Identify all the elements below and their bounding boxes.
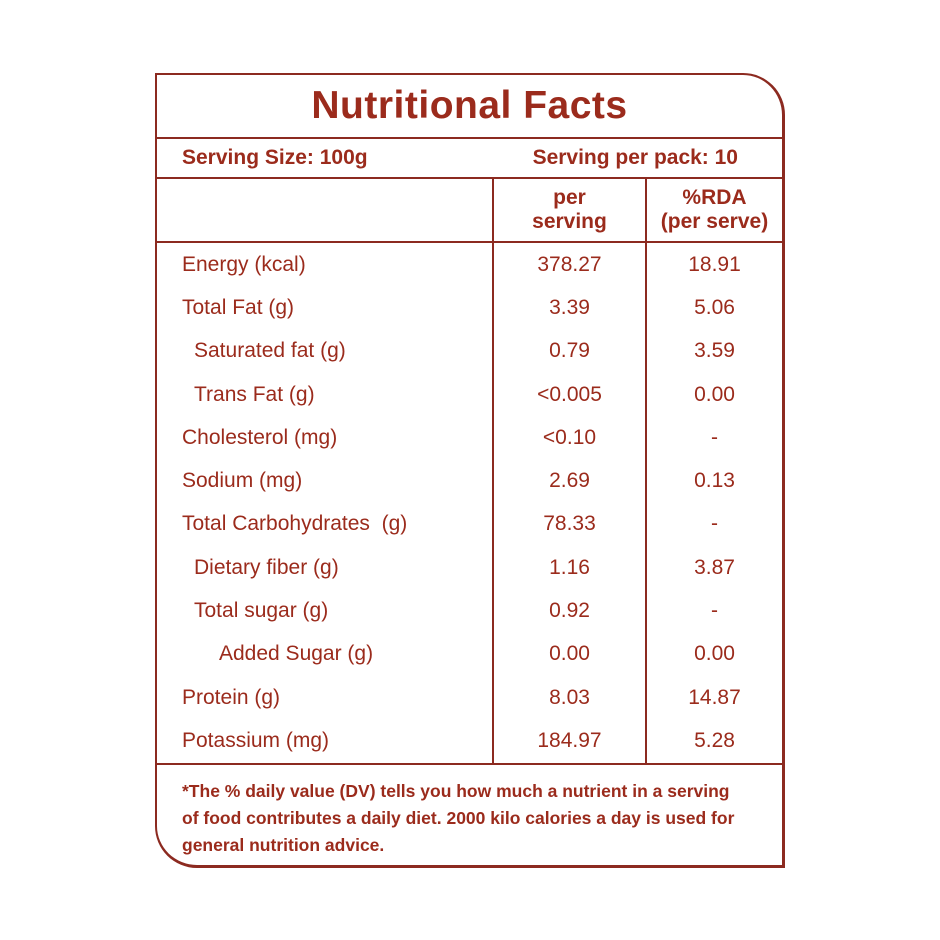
per-serving-header-line1: per <box>553 186 586 209</box>
rda-value: 0.00 <box>645 372 782 417</box>
footnote-line: of food contributes a daily diet. 2000 k… <box>182 808 735 828</box>
column-header-row: per serving %RDA (per serve) <box>157 179 782 243</box>
nutrient-label: Sodium (mg) <box>182 469 303 493</box>
label-title: Nutritional Facts <box>311 84 628 127</box>
per-serving-value: 8.03 <box>492 675 645 720</box>
nutrient-label: Saturated fat (g) <box>194 339 346 363</box>
rda-value: 18.91 <box>645 243 782 287</box>
rda-value: 5.28 <box>645 719 782 763</box>
nutrient-label: Protein (g) <box>182 685 281 709</box>
per-serving-value: <0.10 <box>492 416 645 460</box>
per-serving-header-line2: serving <box>532 210 607 233</box>
per-serving-value: <0.005 <box>492 372 645 417</box>
per-serving-value: 3.39 <box>492 286 645 330</box>
per-serving-value: 0.79 <box>492 329 645 373</box>
rda-value: 14.87 <box>645 675 782 720</box>
per-serving-value: 2.69 <box>492 459 645 503</box>
nutrient-table-body: Energy (kcal) 378.27 18.91 Total Fat (g)… <box>157 243 782 765</box>
column-header-per-serving: per serving <box>492 179 645 241</box>
per-serving-value: 1.16 <box>492 546 645 590</box>
rda-value: - <box>645 589 782 633</box>
footnote: *The % daily value (DV) tells you how mu… <box>157 765 782 859</box>
serving-per-pack-text: Serving per pack: 10 <box>532 146 738 169</box>
rda-value: 0.00 <box>645 632 782 676</box>
nutrient-label: Total Fat (g) <box>182 295 295 319</box>
per-serving-value: 184.97 <box>492 719 645 763</box>
nutrient-label: Total Carbohydrates (g) <box>182 512 408 536</box>
per-serving-value: 78.33 <box>492 502 645 547</box>
serving-row: Serving Size: 100g Serving per pack: 10 <box>157 139 782 179</box>
footnote-line: *The % daily value (DV) tells you how mu… <box>182 781 730 801</box>
nutrient-label: Total sugar (g) <box>194 599 329 623</box>
rda-header-line2: (per serve) <box>660 210 769 233</box>
serving-size-text: Serving Size: 100g <box>182 146 368 169</box>
rda-value: 0.13 <box>645 459 782 503</box>
nutrient-label: Energy (kcal) <box>182 252 306 276</box>
footnote-line: general nutrition advice. <box>182 835 385 855</box>
per-serving-value: 0.00 <box>492 632 645 676</box>
nutrition-label: Nutritional Facts Serving Size: 100g Ser… <box>155 73 785 868</box>
column-header-rda: %RDA (per serve) <box>645 179 782 241</box>
nutrient-label: Potassium (mg) <box>182 728 330 752</box>
column-header-blank <box>157 179 492 241</box>
rda-value: 5.06 <box>645 286 782 330</box>
per-serving-value: 378.27 <box>492 243 645 287</box>
rda-value: - <box>645 416 782 460</box>
nutrient-label: Dietary fiber (g) <box>194 555 339 579</box>
rda-value: - <box>645 502 782 547</box>
title-row: Nutritional Facts <box>157 75 782 139</box>
nutrient-label: Cholesterol (mg) <box>182 425 338 449</box>
nutrient-label: Added Sugar (g) <box>219 642 374 666</box>
rda-value: 3.59 <box>645 329 782 373</box>
nutrient-label: Trans Fat (g) <box>194 382 315 406</box>
rda-value: 3.87 <box>645 546 782 590</box>
rda-header-line1: %RDA <box>682 186 747 209</box>
per-serving-value: 0.92 <box>492 589 645 633</box>
